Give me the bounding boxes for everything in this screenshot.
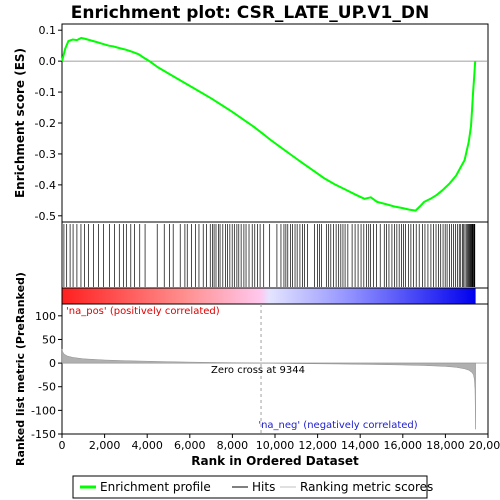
metric-y-tick-label: 0: [49, 357, 56, 370]
x-tick-label: 12,000: [298, 439, 337, 452]
metric-y-tick-label: -150: [31, 428, 56, 441]
x-tick-label: 0: [59, 439, 66, 452]
chart-title: Enrichment plot: CSR_LATE_UP.V1_DN: [71, 3, 429, 23]
es-y-tick-label: 0.1: [39, 24, 57, 37]
x-tick-label: 6,000: [174, 439, 206, 452]
x-axis-label: Rank in Ordered Dataset: [191, 454, 359, 468]
enrichment-profile-line: [61, 36, 477, 212]
legend-enrichment-label: Enrichment profile: [100, 480, 211, 494]
es-y-tick-label: -0.2: [35, 117, 56, 130]
es-y-tick-label: 0.0: [39, 55, 57, 68]
x-tick-label: 8,000: [217, 439, 249, 452]
legend-hits-label: Hits: [252, 480, 275, 494]
metric-y-tick-label: -50: [38, 381, 56, 394]
x-tick-label: 14,000: [341, 439, 380, 452]
positive-correlation-label: 'na_pos' (positively correlated): [66, 306, 220, 317]
metric-y-axis-label: Ranked list metric (PreRanked): [14, 272, 27, 466]
legend-metric-label: Ranking metric scores: [300, 480, 433, 494]
x-tick-label: 20,000: [469, 439, 500, 452]
es-y-tick-label: -0.1: [35, 86, 56, 99]
x-tick-label: 4,000: [131, 439, 163, 452]
metric-y-tick-label: 100: [35, 310, 56, 323]
legend: Enrichment profile Hits Ranking metric s…: [72, 475, 433, 499]
metric-y-ticks: 100 50 0 -50 -100 -150: [31, 310, 62, 441]
x-tick-label: 16,000: [384, 439, 423, 452]
zero-cross-label: Zero cross at 9344: [211, 365, 305, 376]
negative-correlation-label: 'na_neg' (negatively correlated): [258, 420, 417, 431]
hits-panel-frame: [61, 221, 489, 289]
x-tick-label: 18,000: [426, 439, 465, 452]
es-y-tick-label: -0.3: [35, 148, 56, 161]
x-tick-label: 10,000: [256, 439, 295, 452]
x-axis-ticks: 0 2,000 4,000 6,000 8,000 10,000 12,000 14,000 1…: [59, 434, 500, 452]
es-panel-frame: [61, 23, 489, 223]
metric-y-tick-label: 50: [42, 333, 56, 346]
es-y-tick-label: -0.4: [35, 179, 56, 192]
x-tick-label: 2,000: [89, 439, 121, 452]
hit-marks: [63, 224, 476, 287]
rank-color-bar: [62, 288, 476, 304]
metric-y-tick-label: -100: [31, 404, 56, 417]
legend-box: [72, 475, 428, 499]
es-y-tick-label: -0.5: [35, 210, 56, 223]
ranking-metric-area: [61, 348, 476, 430]
es-y-ticks: 0.1 0.0 -0.1 -0.2 -0.3 -0.4 -0.5: [35, 24, 62, 223]
es-y-axis-label: Enrichment score (ES): [13, 48, 27, 198]
